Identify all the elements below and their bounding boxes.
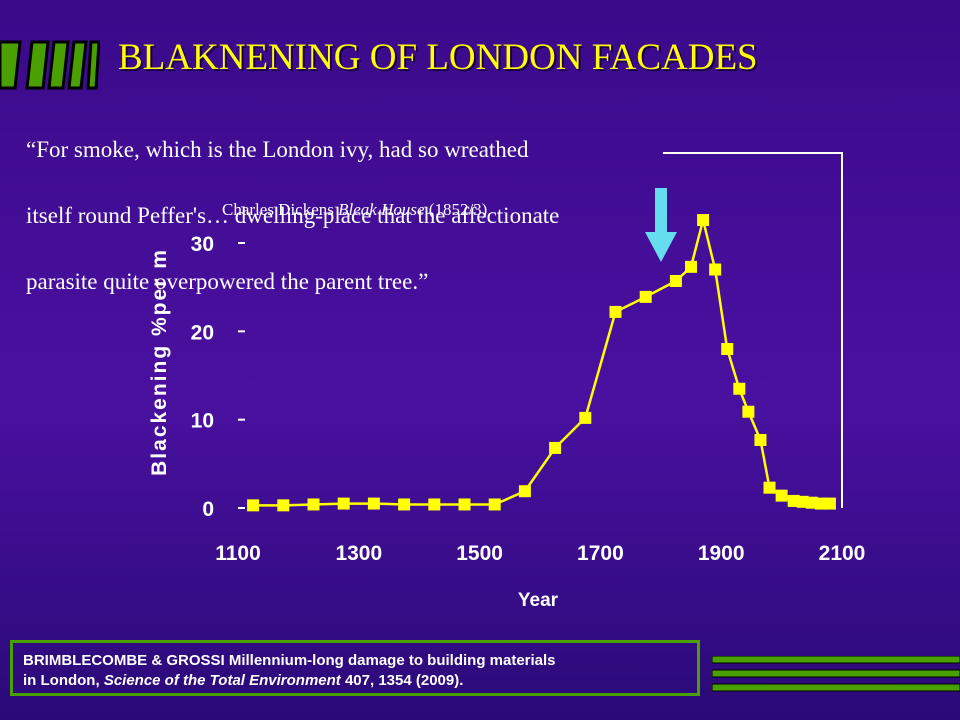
x-tick-label: 1300: [335, 542, 382, 565]
data-point: [367, 497, 380, 510]
data-point: [733, 382, 746, 395]
data-point: [742, 405, 755, 418]
data-point: [247, 499, 260, 512]
data-point: [458, 498, 471, 511]
data-point: [337, 497, 350, 510]
data-point: [579, 411, 592, 424]
down-arrow-icon: [645, 188, 677, 262]
reference-box: BRIMBLECOMBE & GROSSI Millennium-long da…: [10, 640, 700, 696]
plot-frame-border: [663, 152, 843, 508]
x-tick-labels: 1100 1300 1500 1700 1900 2100: [215, 542, 865, 565]
data-point: [685, 260, 697, 273]
data-point: [518, 485, 531, 498]
series-line: [253, 219, 830, 507]
series-markers: [247, 214, 836, 512]
data-point: [721, 343, 734, 355]
data-point: [697, 214, 710, 227]
x-tick-label: 1700: [577, 542, 624, 565]
y-tick-label: 10: [191, 410, 214, 433]
x-tick-label: 1500: [456, 542, 503, 565]
x-tick-label: 1100: [215, 542, 261, 565]
reference-prefix: in London,: [23, 672, 104, 689]
reference-suffix: 407, 1354 (2009).: [340, 672, 464, 689]
data-point: [609, 305, 622, 318]
plot-frame: [663, 152, 843, 508]
attribution-author: Charles Dickens: [222, 200, 334, 219]
data-point: [277, 499, 290, 512]
x-axis-label: Year: [518, 590, 559, 611]
data-point: [709, 263, 722, 276]
y-axis-label: Blackening %per m: [148, 248, 171, 476]
data-point: [754, 433, 767, 446]
slide-title: BLAKNENING OF LONDON FACADES: [118, 37, 758, 78]
data-point: [639, 290, 652, 303]
data-point: [823, 497, 836, 510]
data-point: [669, 274, 682, 287]
decorative-lines: [712, 656, 960, 692]
quote-attribution: Charles Dickens Bleak House (1852/3): [222, 200, 487, 220]
data-point: [488, 498, 501, 511]
reference-line-1: BRIMBLECOMBE & GROSSI Millennium-long da…: [23, 652, 556, 669]
dickens-quote: “For smoke, which is the London ivy, had…: [26, 100, 666, 331]
x-tick-label: 1900: [698, 542, 745, 565]
data-point: [549, 441, 562, 454]
reference-journal: Science of the Total Environment: [103, 672, 341, 689]
reference-line-2: in London, Science of the Total Environm…: [23, 671, 687, 691]
data-point: [763, 481, 776, 494]
quote-line: “For smoke, which is the London ivy, had…: [26, 137, 529, 162]
data-point: [428, 498, 441, 511]
data-point: [775, 489, 788, 502]
data-point: [398, 498, 411, 511]
attribution-year: (1852/3): [428, 200, 488, 219]
y-tick-label: 30: [191, 233, 214, 256]
y-tick-labels: 0 10 20 30: [191, 233, 214, 521]
attribution-work: Bleak House: [338, 200, 425, 219]
title-bars-decoration: [0, 40, 100, 90]
y-tick-label: 20: [191, 321, 214, 344]
x-tick-label: 2100: [819, 542, 866, 565]
quote-line: parasite quite overpowered the parent tr…: [26, 269, 429, 294]
quote-line: itself round Peffer's… dwelling-place th…: [26, 203, 560, 228]
y-tick-label: 0: [202, 498, 214, 521]
data-point: [307, 498, 320, 511]
y-axis: [238, 242, 245, 509]
down-arrow-shape: [645, 188, 677, 262]
